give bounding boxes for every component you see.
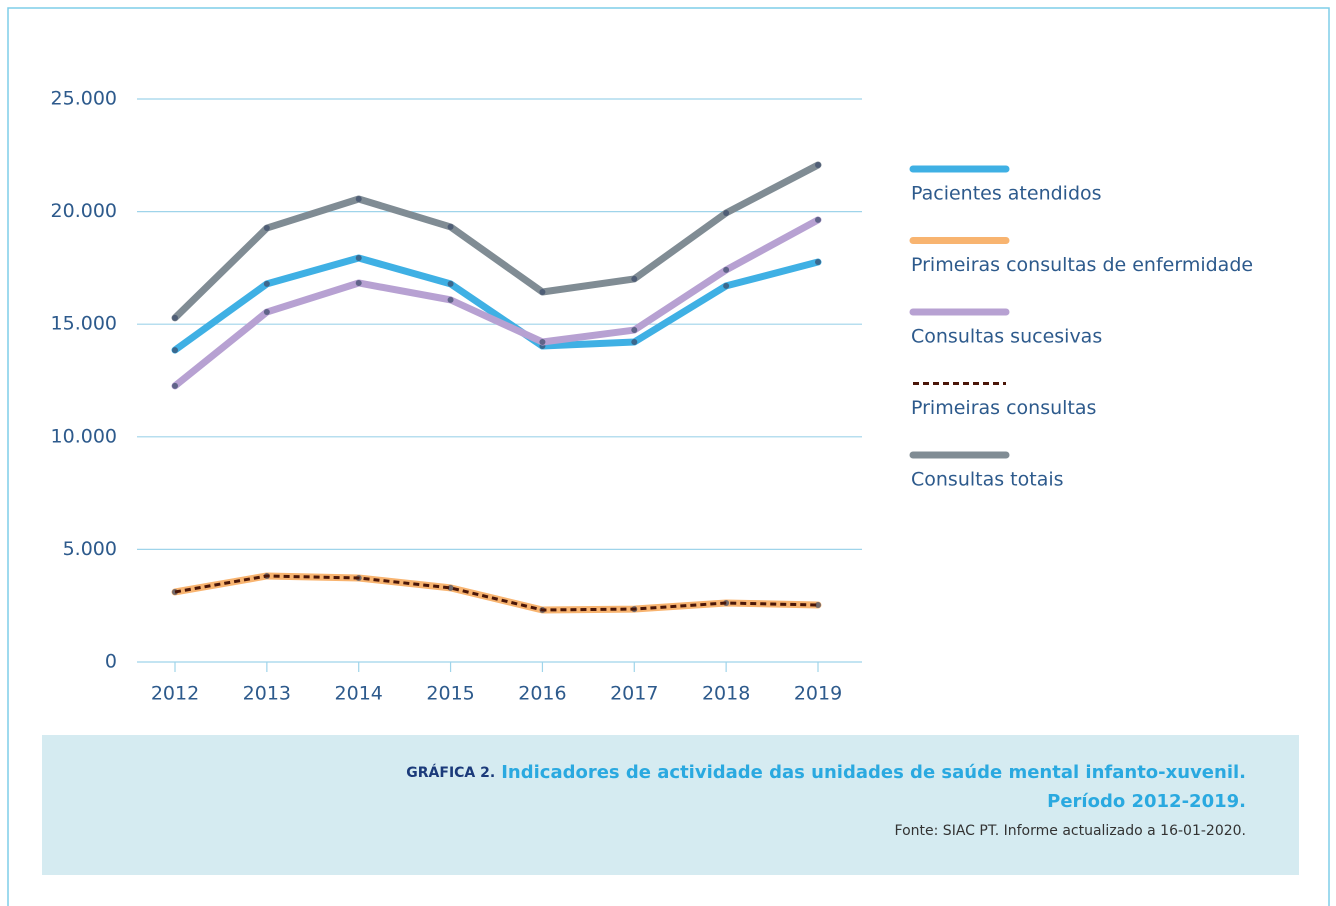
series-point: [723, 282, 730, 289]
series-point: [263, 225, 270, 232]
series-point: [263, 309, 270, 316]
series-line: [171, 161, 822, 322]
series-point: [263, 280, 270, 287]
x-tick-label: 2017: [610, 683, 658, 705]
y-tick-label: 0: [105, 651, 117, 673]
x-tick-label: 2016: [518, 683, 566, 705]
series-point: [631, 338, 638, 345]
series-point: [815, 259, 821, 266]
y-tick-label: 5.000: [63, 538, 117, 560]
series-point: [631, 275, 638, 282]
series-point: [539, 338, 546, 345]
series-point: [539, 288, 546, 295]
caption-title: Período 2012-2019.: [1047, 791, 1246, 812]
series-point: [172, 347, 178, 354]
series-point: [815, 161, 821, 168]
series-point: [355, 195, 362, 202]
y-tick-label: 25.000: [51, 88, 117, 110]
caption-line-1: GRÁFICA 2. Indicadores de actividade das …: [406, 762, 1246, 783]
legend-label: Pacientes atendidos: [911, 183, 1102, 205]
series-point: [631, 327, 638, 334]
series-point: [172, 314, 178, 321]
series-point: [355, 279, 362, 286]
series-point: [447, 280, 454, 287]
x-tick-label: 2015: [426, 683, 474, 705]
x-tick-label: 2012: [151, 683, 199, 705]
series-point: [355, 254, 362, 261]
caption-title: Indicadores de actividade das unidades d…: [501, 762, 1246, 783]
x-tick-label: 2013: [243, 683, 291, 705]
caption-label: GRÁFICA 2.: [406, 764, 495, 781]
frame: [7, 7, 1330, 906]
series-line: [174, 574, 819, 612]
series-point: [723, 209, 730, 216]
series-point: [172, 382, 178, 389]
caption-source: Fonte: SIAC PT. Informe actualizado a 16…: [895, 823, 1246, 839]
series-point: [447, 296, 454, 303]
y-tick-label: 20.000: [51, 200, 117, 222]
series-point: [447, 223, 454, 230]
legend-label: Primeiras consultas de enfermidade: [911, 254, 1253, 276]
x-tick-label: 2018: [702, 683, 750, 705]
y-tick-label: 15.000: [51, 313, 117, 335]
legend-label: Consultas totais: [911, 469, 1064, 491]
series-line: [171, 572, 822, 614]
caption-box: [42, 735, 1299, 875]
x-tick-label: 2014: [335, 683, 383, 705]
series-point: [723, 266, 730, 273]
legend-label: Consultas sucesivas: [911, 326, 1102, 348]
y-tick-label: 10.000: [51, 425, 117, 447]
series-line: [171, 216, 822, 390]
series-point: [815, 216, 821, 223]
x-tick-label: 2019: [794, 683, 842, 705]
series-line: [171, 254, 822, 354]
series-point: [815, 602, 821, 609]
legend-label: Primeiras consultas: [911, 397, 1096, 419]
